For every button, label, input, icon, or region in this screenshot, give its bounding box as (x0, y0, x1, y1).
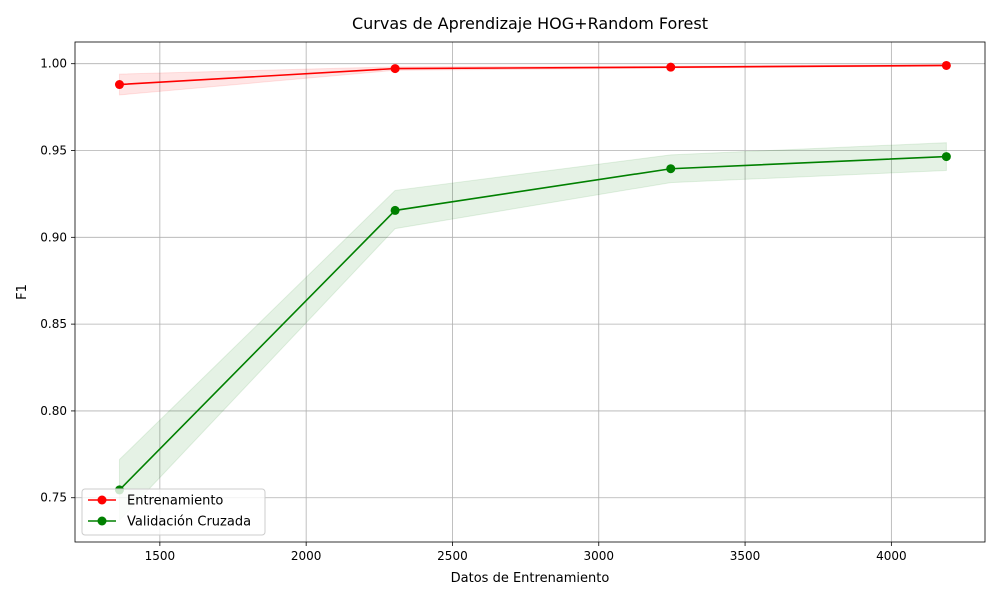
validation-point (666, 164, 676, 174)
training-point (114, 80, 124, 90)
x-tick-label: 4000 (876, 549, 907, 563)
y-tick-label: 1.00 (40, 57, 67, 71)
training-point (390, 64, 400, 74)
y-tick-label: 0.95 (40, 144, 67, 158)
plot-frame (74, 41, 986, 543)
validation-legend-marker (97, 516, 107, 526)
point-layer (114, 60, 951, 495)
training-line (119, 64, 947, 86)
x-tick-label: 2000 (291, 549, 322, 563)
validation-std-band (118, 142, 947, 522)
legend-box (81, 488, 266, 536)
tick-layer: 1500 2000 2500 3000 3500 4000 0.75 0.80 0.85 0.90… (40, 57, 906, 563)
y-tick-label: 0.90 (40, 230, 67, 244)
line-layer (118, 64, 947, 491)
validation-legend-label: Validación Cruzada (127, 515, 251, 530)
grid-layer (75, 42, 985, 542)
legend: Entrenamiento Validación Cruzada (81, 488, 266, 536)
training-point (941, 60, 951, 70)
training-point (666, 62, 676, 72)
validation-line (118, 155, 947, 491)
validation-point (390, 205, 400, 215)
x-tick-label: 3500 (730, 549, 761, 563)
validation-point (941, 152, 951, 162)
training-legend-marker (97, 495, 107, 505)
x-axis-label: Datos de Entrenamiento (451, 571, 610, 586)
chart-title: Curvas de Aprendizaje HOG+Random Forest (352, 14, 708, 33)
training-legend-label: Entrenamiento (127, 494, 223, 509)
y-tick-label: 0.75 (40, 491, 67, 505)
y-tick-label: 0.80 (40, 404, 67, 418)
y-axis-label: F1 (15, 284, 30, 300)
y-tick-label: 0.85 (40, 317, 67, 331)
x-tick-label: 1500 (145, 549, 176, 563)
x-tick-label: 2500 (437, 549, 468, 563)
x-tick-label: 3000 (583, 549, 614, 563)
